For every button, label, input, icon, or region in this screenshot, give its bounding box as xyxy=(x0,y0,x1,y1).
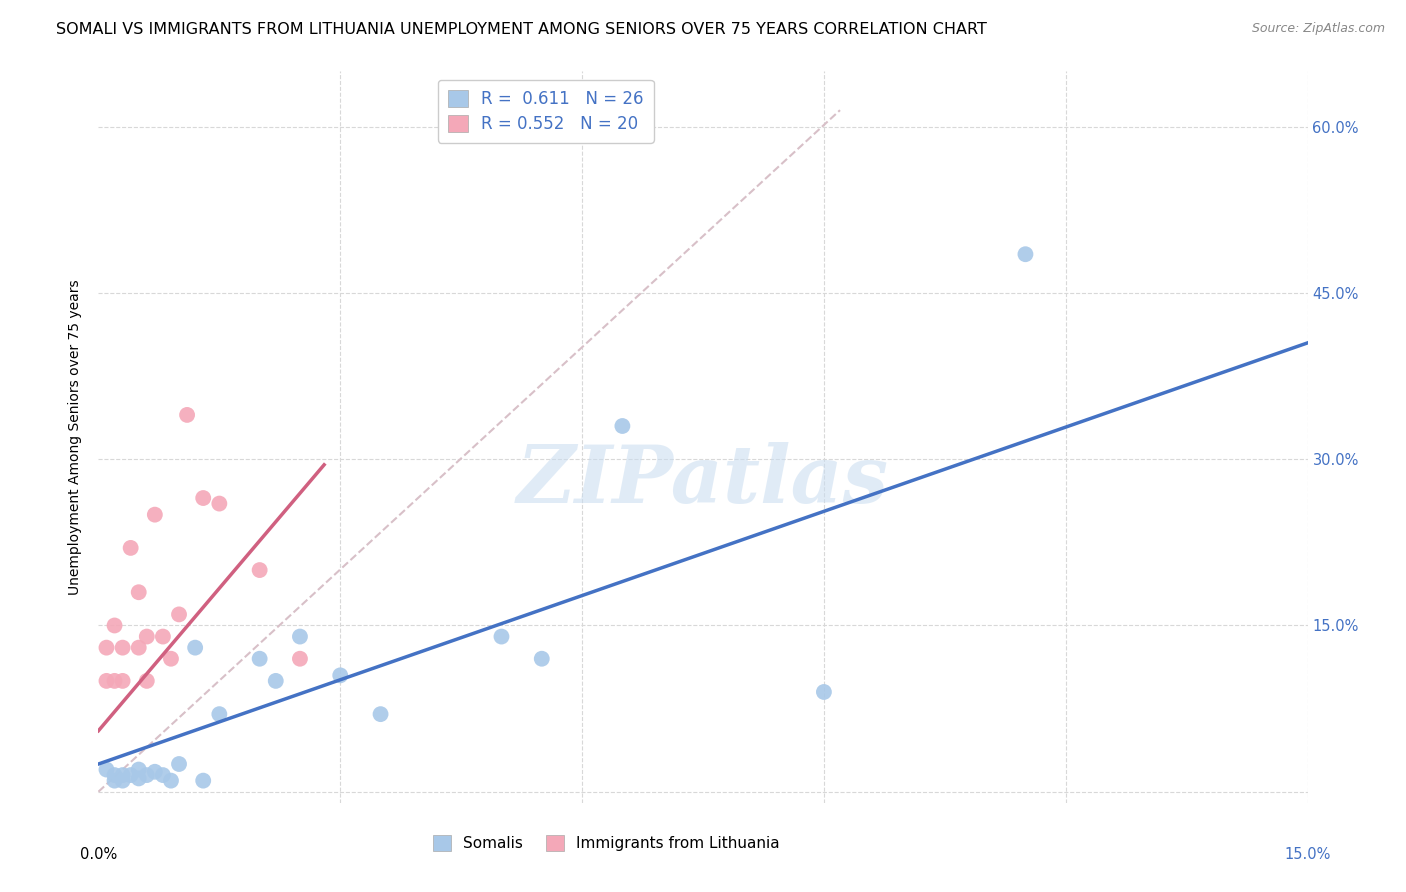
Point xyxy=(813,685,835,699)
Point xyxy=(530,651,553,665)
Text: ZIPatlas: ZIPatlas xyxy=(517,442,889,520)
Point xyxy=(143,764,166,779)
Point xyxy=(288,651,311,665)
Point xyxy=(1014,247,1036,261)
Point xyxy=(96,763,118,777)
Point xyxy=(184,640,207,655)
Point xyxy=(111,673,134,688)
Point xyxy=(152,630,174,644)
Text: SOMALI VS IMMIGRANTS FROM LITHUANIA UNEMPLOYMENT AMONG SENIORS OVER 75 YEARS COR: SOMALI VS IMMIGRANTS FROM LITHUANIA UNEM… xyxy=(56,22,987,37)
Point xyxy=(128,763,150,777)
Point xyxy=(370,707,392,722)
Point xyxy=(167,757,190,772)
Point xyxy=(135,630,157,644)
Point xyxy=(96,640,118,655)
Point xyxy=(329,668,352,682)
Point xyxy=(111,768,134,782)
Point xyxy=(288,630,311,644)
Point xyxy=(612,419,634,434)
Point xyxy=(135,673,157,688)
Point xyxy=(160,773,183,788)
Point xyxy=(103,773,125,788)
Point xyxy=(103,768,125,782)
Point xyxy=(111,640,134,655)
Point xyxy=(96,673,118,688)
Text: 0.0%: 0.0% xyxy=(80,847,117,863)
Point xyxy=(193,773,215,788)
Legend: Somalis, Immigrants from Lithuania: Somalis, Immigrants from Lithuania xyxy=(426,830,786,857)
Point xyxy=(111,773,134,788)
Point xyxy=(103,618,125,632)
Point xyxy=(135,768,157,782)
Point xyxy=(176,408,198,422)
Point xyxy=(128,640,150,655)
Point xyxy=(120,541,142,555)
Point xyxy=(103,673,125,688)
Point xyxy=(152,768,174,782)
Point xyxy=(249,563,271,577)
Y-axis label: Unemployment Among Seniors over 75 years: Unemployment Among Seniors over 75 years xyxy=(69,279,83,595)
Point xyxy=(120,768,142,782)
Point xyxy=(193,491,215,505)
Point xyxy=(143,508,166,522)
Point xyxy=(128,585,150,599)
Point xyxy=(249,651,271,665)
Point xyxy=(208,707,231,722)
Text: Source: ZipAtlas.com: Source: ZipAtlas.com xyxy=(1251,22,1385,36)
Point xyxy=(160,651,183,665)
Point xyxy=(167,607,190,622)
Point xyxy=(208,497,231,511)
Point xyxy=(264,673,287,688)
Point xyxy=(128,772,150,786)
Text: 15.0%: 15.0% xyxy=(1285,847,1330,863)
Point xyxy=(491,630,513,644)
